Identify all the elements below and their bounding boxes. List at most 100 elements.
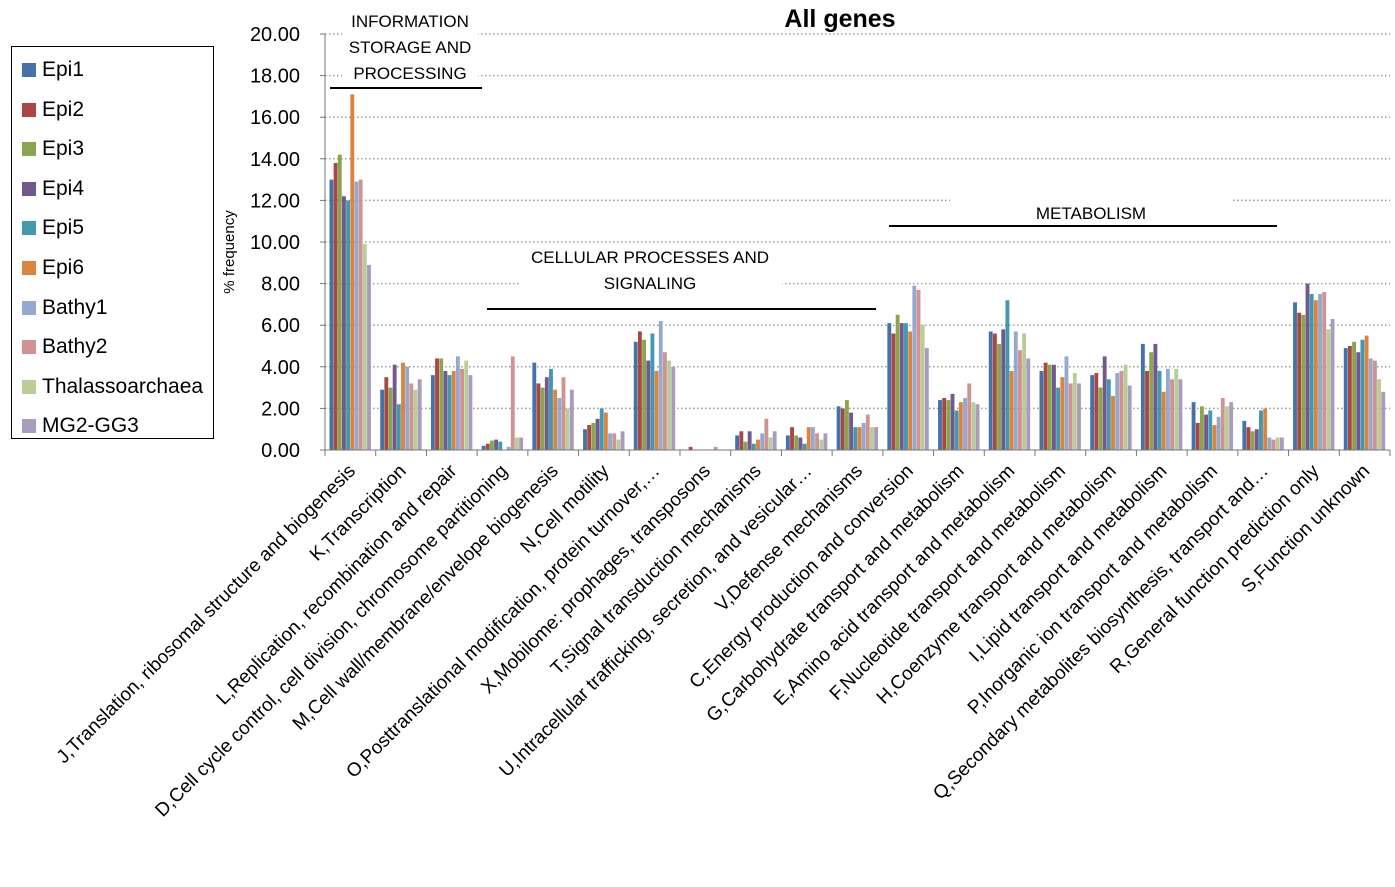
bar-thalassoarchaea-2 <box>464 360 469 450</box>
bar-epi5-20 <box>1360 339 1365 450</box>
bar-bathy2-20 <box>1372 360 1377 450</box>
bar-bathy1-16 <box>1165 368 1170 450</box>
legend-label: MG2-GG3 <box>42 414 139 438</box>
bar-epi2-15 <box>1094 373 1099 450</box>
legend-item: Epi6 <box>22 255 84 281</box>
bar-epi4-14 <box>1052 364 1056 450</box>
legend-swatch <box>22 181 36 196</box>
bar-bathy2-11 <box>916 289 921 450</box>
bar-epi1-19 <box>1293 302 1297 450</box>
legend-item: Bathy2 <box>22 334 107 360</box>
bar-bathy2-17 <box>1220 398 1225 450</box>
bar-epi6-6 <box>654 370 659 450</box>
bar-thalassoarchaea-8 <box>768 437 773 450</box>
legend-item: Epi1 <box>22 57 84 83</box>
bar-bathy1-4 <box>557 398 562 450</box>
bar-bathy1-9 <box>810 427 815 450</box>
bar-epi4-6 <box>646 360 651 450</box>
bar-bathy2-15 <box>1119 370 1124 450</box>
bar-mg2-gg3-13 <box>1026 358 1031 450</box>
bar-epi1-16 <box>1140 343 1145 450</box>
legend-item: Epi3 <box>22 136 84 162</box>
bar-epi2-4 <box>536 383 541 450</box>
bar-mg2-gg3-16 <box>1178 379 1183 450</box>
bar-bathy2-13 <box>1017 350 1022 450</box>
bar-epi3-5 <box>591 422 596 450</box>
legend-label: Bathy1 <box>42 295 108 319</box>
bar-bathy1-5 <box>608 433 612 450</box>
bar-epi1-6 <box>633 341 638 450</box>
bar-epi5-9 <box>802 443 807 450</box>
bar-bathy1-8 <box>760 433 765 450</box>
bar-epi3-1 <box>388 387 393 450</box>
bar-epi6-18 <box>1263 408 1268 450</box>
bar-epi2-5 <box>587 425 592 450</box>
bar-epi5-8 <box>751 443 756 450</box>
bar-epi3-19 <box>1301 314 1306 450</box>
bar-epi1-17 <box>1191 402 1196 450</box>
bar-epi6-0 <box>350 94 355 450</box>
bar-epi1-8 <box>735 435 740 450</box>
bar-bathy1-2 <box>455 356 460 450</box>
bar-mg2-gg3-11 <box>924 348 929 450</box>
bar-mg2-gg3-0 <box>367 264 371 450</box>
bar-bathy2-1 <box>409 383 414 450</box>
legend-item: MG2-GG3 <box>22 413 139 439</box>
bar-epi4-11 <box>899 323 904 450</box>
bar-epi6-15 <box>1111 395 1115 450</box>
bar-epi4-20 <box>1356 352 1361 450</box>
bar-epi4-3 <box>494 439 499 450</box>
bar-epi5-13 <box>1005 300 1010 450</box>
bar-bathy2-19 <box>1322 291 1327 450</box>
bar-thalassoarchaea-14 <box>1072 373 1077 450</box>
bar-mg2-gg3-19 <box>1330 318 1335 450</box>
bar-mg2-gg3-12 <box>975 404 980 450</box>
legend: Epi1 Epi2 Epi3 Epi4 Epi5 Epi6 Bathy1 Bathy2 Thal… <box>11 46 214 439</box>
bar-epi1-13 <box>988 331 993 450</box>
bar-epi1-10 <box>836 406 841 450</box>
bar-mg2-gg3-18 <box>1279 437 1284 450</box>
bar-epi3-17 <box>1199 406 1204 450</box>
annotation-label: STORAGE AND <box>349 38 472 57</box>
bar-epi4-8 <box>747 431 752 450</box>
y-tick-label: 20.00 <box>250 24 300 46</box>
bar-epi4-18 <box>1254 429 1259 450</box>
annotation-label: INFORMATION <box>351 12 469 31</box>
annotation-background <box>342 10 478 88</box>
bar-epi1-12 <box>938 400 942 450</box>
annotation-background <box>520 243 782 295</box>
legend-swatch <box>22 102 36 117</box>
bar-thalassoarchaea-19 <box>1326 329 1331 450</box>
legend-label: Bathy2 <box>42 335 108 359</box>
bar-epi5-11 <box>904 323 908 450</box>
bar-epi2-14 <box>1043 362 1048 450</box>
y-tick-label: 6.00 <box>261 315 300 337</box>
bar-epi1-18 <box>1242 420 1247 450</box>
bar-epi1-15 <box>1090 375 1095 450</box>
bar-bathy2-5 <box>612 433 617 450</box>
bar-epi5-17 <box>1208 410 1213 450</box>
bar-bathy2-3 <box>510 356 515 450</box>
bar-epi4-0 <box>342 196 346 450</box>
legend-label: Epi1 <box>42 58 85 81</box>
bar-epi5-1 <box>396 404 401 450</box>
bar-epi5-15 <box>1106 379 1111 450</box>
bar-thalassoarchaea-15 <box>1123 364 1128 450</box>
bar-bathy1-10 <box>861 422 866 450</box>
bar-thalassoarchaea-20 <box>1377 379 1382 450</box>
legend-swatch <box>22 221 36 236</box>
bar-thalassoarchaea-17 <box>1225 406 1229 450</box>
y-tick-label: 16.00 <box>250 107 300 129</box>
bar-mg2-gg3-3 <box>519 437 524 450</box>
bar-epi6-9 <box>806 427 811 450</box>
bar-mg2-gg3-2 <box>468 375 473 450</box>
x-axis: J,Translation, ribosomal structure and b… <box>53 449 1391 821</box>
bar-epi5-5 <box>599 408 604 450</box>
bar-bathy1-6 <box>658 321 663 450</box>
bar-epi6-17 <box>1212 425 1217 450</box>
bar-epi6-14 <box>1060 377 1065 450</box>
bar-epi3-0 <box>337 154 342 450</box>
bar-epi5-14 <box>1056 387 1061 450</box>
bar-thalassoarchaea-16 <box>1174 368 1179 450</box>
